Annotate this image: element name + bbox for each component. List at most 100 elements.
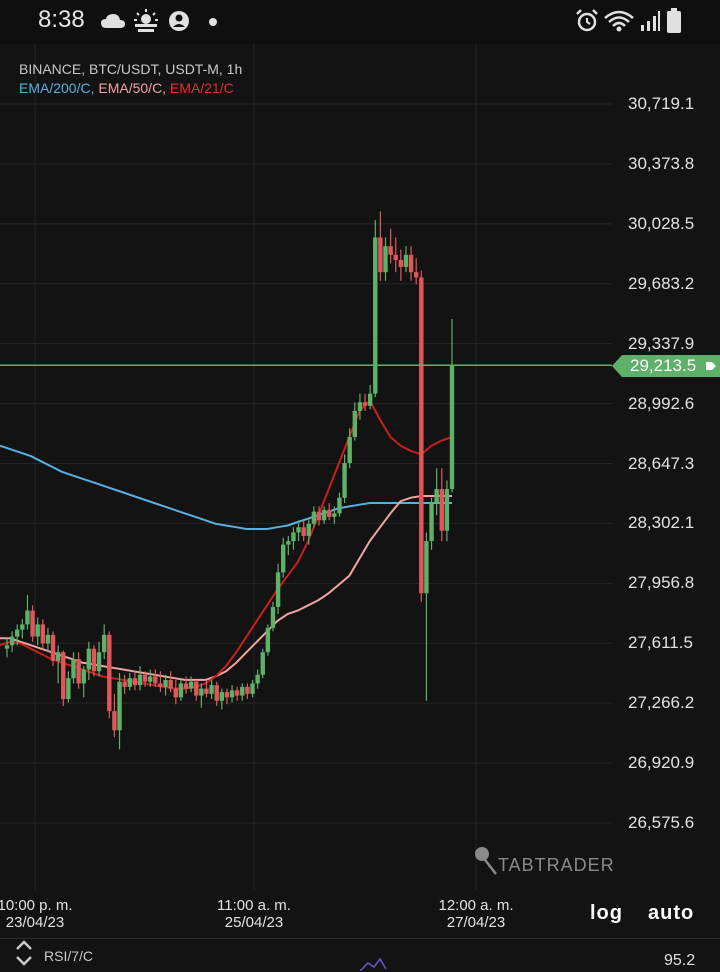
candle-body — [439, 489, 444, 531]
y-tick-label: 29,337.9 — [628, 333, 695, 353]
y-tick-label: 27,266.2 — [628, 693, 695, 713]
candle-body — [112, 711, 117, 731]
candle-body — [388, 246, 393, 255]
candle-body — [342, 463, 347, 498]
candle-body — [25, 610, 30, 625]
candle-body — [403, 254, 409, 267]
signal-icon — [641, 11, 660, 31]
candle-body — [214, 685, 219, 701]
candle-body — [66, 678, 71, 700]
candle-body — [260, 652, 265, 675]
candle-body — [383, 246, 388, 273]
candle-body — [413, 272, 419, 278]
candle-body — [204, 688, 209, 694]
candle-body — [158, 683, 163, 687]
candle-body — [424, 541, 429, 594]
candle-body — [286, 541, 291, 545]
candle-body — [449, 365, 455, 490]
candle-body — [234, 690, 240, 696]
chart-legend: BINANCE, BTC/USDT, USDT-M, 1h EMA/200/C,… — [19, 60, 242, 98]
candle-body — [321, 509, 327, 521]
rsi-label: RSI/7/C — [44, 948, 94, 964]
auto-scale-button[interactable]: auto — [648, 902, 695, 924]
candle-body — [153, 676, 158, 684]
candle-body — [50, 634, 56, 661]
y-tick-label: 30,028.5 — [628, 213, 695, 233]
current-price-tag — [612, 355, 720, 377]
candle-body — [209, 685, 214, 694]
current-price-label: 29,213.5 — [630, 356, 697, 375]
candle-body — [20, 624, 25, 630]
candle-body — [55, 652, 61, 661]
rsi-panel[interactable]: RSI/7/C 95.2 — [0, 938, 720, 972]
candle-body — [178, 683, 184, 698]
alarm-icon — [576, 9, 598, 32]
collapse-icon[interactable] — [12, 939, 36, 969]
ema-21-label[interactable]: EMA/21/C — [169, 80, 234, 96]
candle-body — [107, 634, 112, 712]
rsi-value: 95.2 — [664, 952, 696, 969]
x-tick-label: 10:00 p. m. 23/04/23 — [0, 897, 73, 931]
ema-200-label[interactable]: EMA/200/C, — [19, 80, 95, 96]
candle-body — [76, 659, 81, 684]
candle-body — [408, 254, 414, 273]
candle-body — [142, 674, 148, 682]
candle-body — [352, 410, 358, 438]
candle-body — [240, 686, 245, 696]
candle-body — [173, 688, 178, 698]
candle-body — [275, 572, 281, 608]
candle-body — [101, 634, 107, 653]
wifi-icon — [604, 10, 634, 32]
candle-body — [219, 692, 225, 701]
price-chart[interactable] — [0, 44, 720, 938]
y-tick-label: 30,373.8 — [628, 153, 695, 173]
candle-body — [86, 648, 92, 670]
candle-body — [71, 659, 76, 679]
candle-body — [301, 527, 306, 536]
symbol-label: BINANCE, BTC/USDT, USDT-M, 1h — [19, 61, 243, 77]
candle-body — [265, 627, 271, 653]
candle-body — [188, 681, 194, 689]
candle-body — [434, 489, 439, 503]
indicator-legend[interactable]: EMA/200/C, EMA/50/C, EMA/21/C — [19, 79, 242, 98]
ema-21-line — [0, 398, 453, 690]
y-tick-label: 28,992.6 — [628, 393, 695, 413]
dot-icon — [209, 18, 217, 26]
candle-body — [127, 678, 132, 687]
candle-body — [419, 277, 424, 594]
candle-body — [168, 679, 173, 689]
y-tick-label: 30,719.1 — [628, 94, 695, 113]
candle-body — [117, 681, 122, 731]
candle-body — [373, 237, 378, 394]
candle-body — [281, 544, 286, 573]
candle-body — [327, 509, 332, 517]
watermark-text: TABTRADER — [498, 855, 615, 875]
candle-body — [61, 652, 66, 700]
candle-body — [183, 683, 189, 689]
candle-body — [332, 513, 337, 517]
candle-body — [15, 629, 20, 637]
candle-body — [91, 648, 97, 672]
candle-body — [30, 610, 35, 637]
log-scale-button[interactable]: log — [590, 902, 623, 924]
candle-body — [35, 624, 40, 637]
y-tick-label: 29,683.2 — [628, 273, 695, 293]
candle-body — [4, 645, 10, 649]
candle-body — [398, 260, 404, 267]
candle-body — [132, 678, 138, 686]
ema-50-label[interactable]: EMA/50/C, — [98, 80, 167, 96]
candle-body — [163, 679, 168, 687]
y-tick-label: 27,956.8 — [628, 573, 695, 593]
candle-body — [224, 692, 230, 698]
status-time: 8:38 — [38, 6, 85, 33]
candle-body — [296, 527, 301, 533]
y-tick-label: 28,302.1 — [628, 513, 695, 533]
rsi-line — [360, 957, 387, 971]
candle-body — [311, 511, 317, 524]
candle-body — [245, 686, 250, 694]
candle-body — [250, 683, 255, 694]
candle-body — [367, 393, 373, 406]
candle-body — [347, 437, 352, 464]
x-tick-label: 12:00 a. m. 27/04/23 — [438, 897, 514, 931]
y-tick-label: 26,920.9 — [628, 753, 695, 773]
